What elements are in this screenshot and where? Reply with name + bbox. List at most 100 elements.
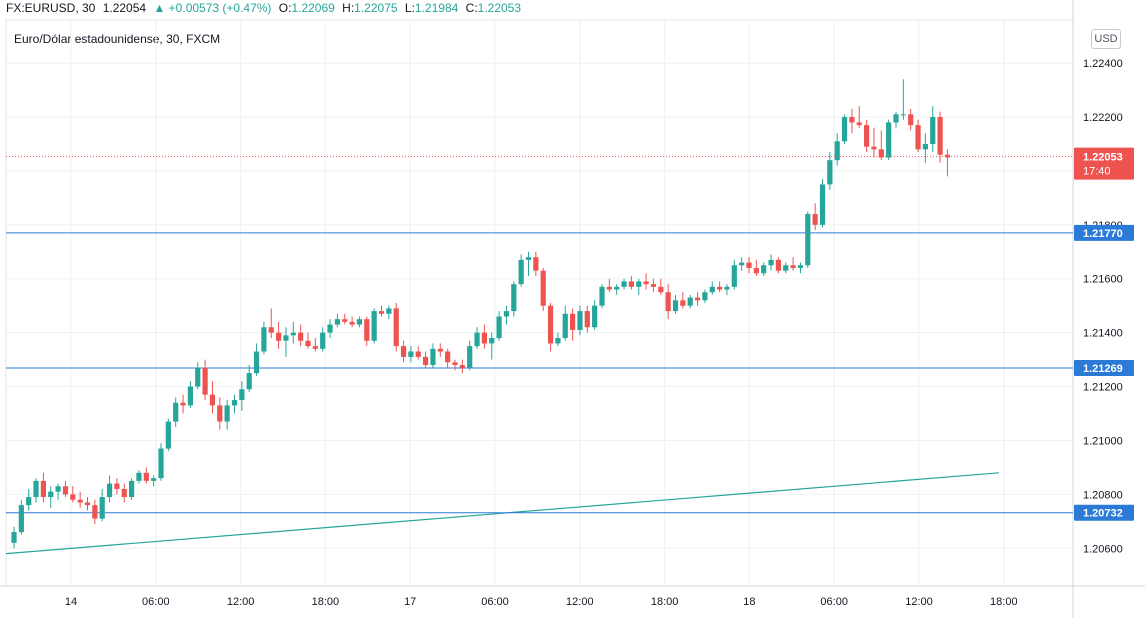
candle-body (908, 114, 914, 126)
candle (724, 284, 730, 295)
candle-body (812, 214, 818, 225)
candle (173, 397, 179, 427)
candle-body (342, 319, 348, 322)
candle (511, 281, 517, 317)
candle (790, 257, 796, 271)
candle (570, 308, 576, 341)
candle (327, 319, 333, 339)
candle-body (106, 483, 113, 498)
candle-body (584, 311, 590, 328)
candle-body (900, 114, 906, 116)
candle (158, 443, 164, 481)
candle-body (628, 281, 634, 287)
candle (180, 394, 186, 414)
candle-body (797, 265, 804, 268)
candle-body (621, 281, 627, 287)
candle-body (408, 351, 414, 357)
candle-body (187, 386, 193, 406)
candle-body (327, 324, 333, 333)
candle-body (761, 265, 767, 274)
candle (694, 292, 701, 306)
candle (40, 472, 46, 503)
candle (143, 467, 149, 484)
change-arrow-icon: ▲ (153, 1, 166, 15)
candle (746, 257, 752, 274)
candle (584, 305, 590, 333)
candle (592, 300, 598, 330)
candle-body (430, 348, 436, 365)
ohlc-header: FX:EURUSD, 30 1.22054 ▲ +0.00573 (+0.47%… (6, 1, 521, 15)
candle-body (40, 480, 46, 498)
candle-body (687, 297, 693, 306)
close-value: 1.22053 (477, 1, 522, 15)
candle-body (562, 313, 568, 339)
candle-body (48, 491, 54, 498)
candle (687, 294, 693, 309)
y-tick-label: 1.21400 (1083, 328, 1123, 340)
candle-body (393, 308, 399, 347)
candle-body (805, 214, 811, 266)
x-tick-label: 12:00 (566, 596, 594, 608)
candle-body (577, 311, 583, 330)
y-tick-label: 1.20600 (1083, 543, 1123, 555)
candle (393, 303, 399, 352)
candle-body (746, 262, 752, 268)
x-tick-label: 14 (65, 596, 77, 608)
candle-body (672, 300, 679, 312)
candle (783, 262, 789, 274)
candle (202, 359, 208, 401)
candle (459, 359, 465, 374)
candle-body (731, 265, 737, 287)
candle (356, 316, 363, 328)
candle (849, 108, 855, 134)
candle-body (84, 502, 91, 506)
candle-body (922, 143, 928, 150)
candle-body (209, 394, 216, 406)
candle (555, 332, 561, 347)
candle (739, 257, 745, 271)
candle (775, 257, 781, 274)
candle (445, 348, 451, 368)
candle-body (224, 405, 230, 422)
candle-body (717, 286, 723, 290)
candle-body (467, 346, 473, 368)
candle (187, 381, 193, 409)
candle-body (886, 122, 892, 158)
candle-body (834, 141, 840, 161)
symbol-label: FX:EURUSD, 30 (6, 1, 96, 15)
candle-body (614, 286, 620, 290)
candle (408, 346, 414, 363)
candle-body (320, 332, 326, 349)
candle (856, 106, 862, 128)
candle (55, 483, 61, 500)
candle-body (143, 472, 149, 481)
candle (562, 305, 568, 341)
candle-body (496, 316, 502, 339)
candle (665, 284, 671, 320)
candle-body (592, 305, 598, 328)
candle-body (944, 154, 951, 158)
candle-body (217, 405, 223, 422)
currency-button[interactable]: USD (1091, 29, 1121, 49)
candle-body (481, 332, 487, 344)
candle-body (525, 257, 532, 260)
candle (628, 276, 634, 290)
candle (489, 332, 495, 360)
candle-body (129, 480, 135, 498)
candle (944, 149, 951, 177)
candle (452, 359, 458, 371)
candle-body (702, 292, 708, 301)
candle-body (768, 259, 774, 266)
candle-body (819, 184, 826, 225)
candle-body (503, 311, 510, 317)
candle (503, 305, 510, 325)
candle (753, 259, 759, 277)
candle-body (55, 486, 61, 492)
x-tick-label: 17 (404, 596, 416, 608)
candle-body (724, 286, 730, 290)
last-price-badge (1074, 147, 1134, 180)
candle-body (790, 265, 796, 268)
candle-body (827, 160, 833, 185)
candle-body (856, 122, 862, 126)
